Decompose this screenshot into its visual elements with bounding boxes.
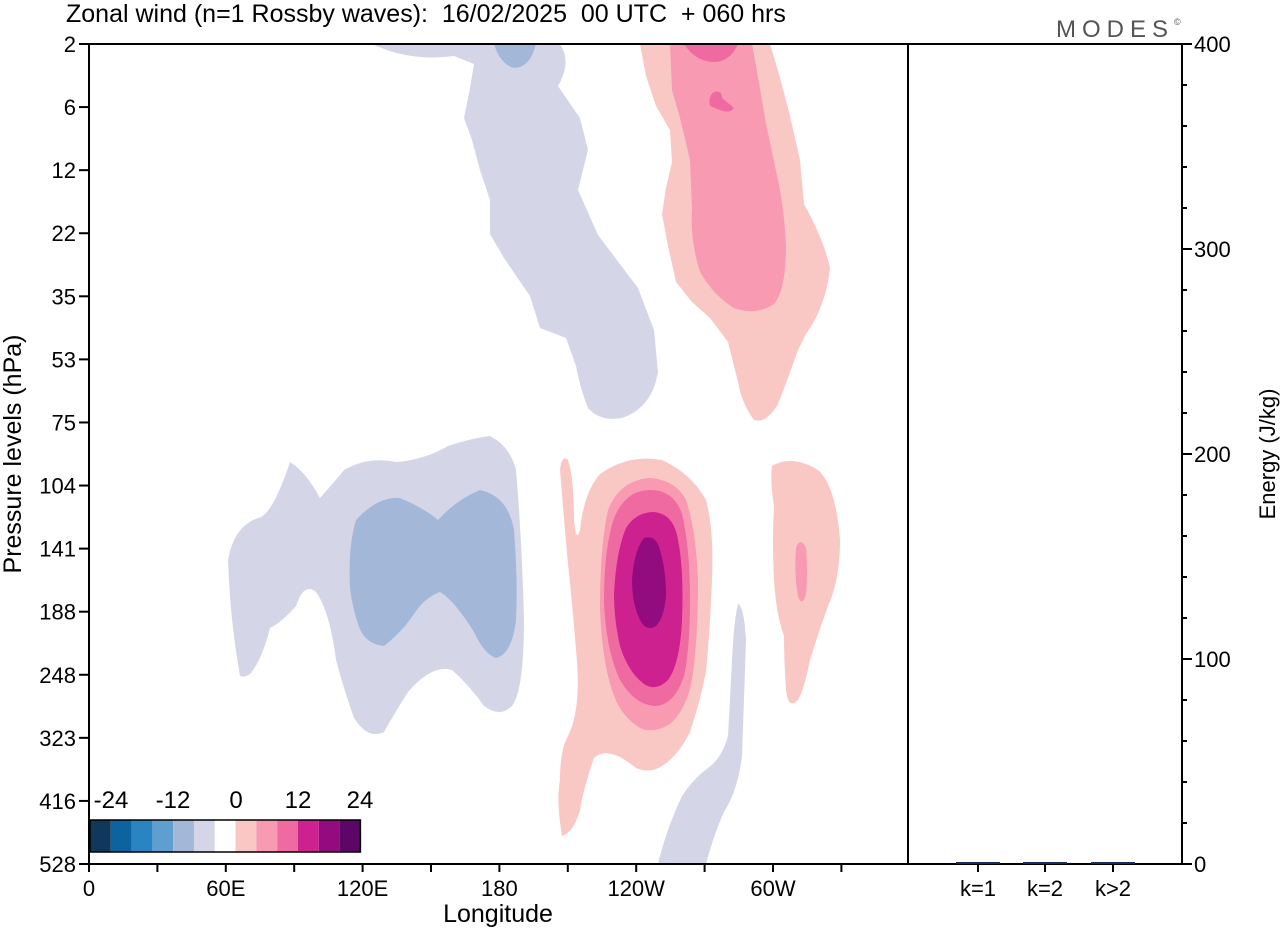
energy-tick-label: 400 (1194, 32, 1231, 57)
contour-field (228, 44, 840, 864)
colorbar-cell (90, 820, 111, 852)
energy-axis-title: Energy (J/kg) (1255, 389, 1280, 520)
energy-tick-label: 200 (1194, 442, 1231, 467)
colorbar-cell (339, 820, 361, 852)
contour-positive-upper-core (670, 44, 786, 312)
colorbar-cell (214, 820, 236, 852)
colorbar-labels: -24 -12 0 12 24 (94, 787, 374, 814)
y-tick-label: 528 (39, 852, 76, 877)
chart-title: Zonal wind (n=1 Rossby waves): 16/02/202… (66, 0, 786, 28)
colorbar-label: -12 (156, 787, 191, 814)
colorbar-cell (298, 820, 319, 852)
y-tick-label: 248 (39, 663, 76, 688)
y-tick-label: 104 (39, 474, 76, 499)
colorbar-label: 24 (347, 787, 374, 814)
x-tick-label: 60E (206, 876, 245, 901)
colorbar-label: 0 (229, 787, 242, 814)
energy-tick-label: 100 (1194, 647, 1231, 672)
colorbar-cell (131, 820, 153, 852)
colorbar-cell (235, 820, 257, 852)
x-tick-label: 60W (750, 876, 795, 901)
y-tick-label: 6 (64, 95, 76, 120)
x-axis: 0 60E 120E 180 120W 60W (83, 864, 843, 901)
colorbar-cell (152, 820, 174, 852)
y-axis: 2 6 12 22 35 53 75 104 141 188 248 323 416 528 (39, 32, 89, 877)
contour-positive-dipole-max (632, 537, 666, 628)
colorbar: -24 -12 0 12 24 (84, 784, 384, 856)
contour-positive-east-core (795, 542, 807, 602)
contour-negative-upper-core (494, 44, 536, 68)
energy-bar (1091, 862, 1135, 864)
y-tick-label: 141 (39, 537, 76, 562)
y-tick-label: 323 (39, 726, 76, 751)
x-tick-label: 120E (337, 876, 388, 901)
y-tick-label: 53 (52, 347, 76, 372)
colorbar-cell (110, 820, 132, 852)
energy-tick-label: 300 (1194, 237, 1231, 262)
y-tick-label: 416 (39, 789, 76, 814)
contour-negative-lower-tail (658, 604, 746, 864)
energy-category-label: k=2 (1027, 876, 1063, 901)
energy-bars (956, 862, 1135, 864)
colorbar-cell (194, 820, 215, 852)
y-tick-label: 75 (52, 410, 76, 435)
colorbar-label: -24 (94, 787, 129, 814)
x-tick-label: 0 (83, 876, 95, 901)
colorbar-cells (89, 819, 362, 853)
energy-categories: k=1 k=2 k>2 (960, 864, 1131, 901)
brand-logo: MODES© (1056, 8, 1181, 44)
x-axis-title: Longitude (443, 900, 553, 928)
colorbar-cell (318, 820, 340, 852)
colorbar-cell (277, 820, 298, 852)
y-tick-label: 35 (52, 284, 76, 309)
y-tick-label: 2 (64, 32, 76, 57)
colorbar-cell (256, 820, 278, 852)
energy-bar (956, 862, 1000, 864)
energy-axis: 0 100 200 300 400 (1182, 32, 1231, 877)
x-tick-label: 180 (481, 876, 518, 901)
energy-category-label: k>2 (1095, 876, 1131, 901)
contour-negative-upper-band (372, 44, 658, 419)
y-axis-title: Pressure levels (hPa) (0, 335, 27, 574)
energy-tick-label: 0 (1194, 852, 1206, 877)
brand-name: MODES (1056, 16, 1175, 43)
brand-mark: © (1174, 17, 1181, 27)
y-tick-label: 188 (39, 600, 76, 625)
contour-positive-upper-max-blob (709, 91, 734, 112)
colorbar-label: 12 (285, 787, 312, 814)
y-tick-label: 22 (52, 221, 76, 246)
x-tick-label: 120W (607, 876, 665, 901)
energy-category-label: k=1 (960, 876, 996, 901)
colorbar-cell (173, 820, 194, 852)
y-tick-label: 12 (52, 158, 76, 183)
contour-negative-lower-core (349, 490, 517, 658)
energy-bar (1023, 862, 1067, 864)
contour-positive-upper-max (684, 44, 738, 62)
